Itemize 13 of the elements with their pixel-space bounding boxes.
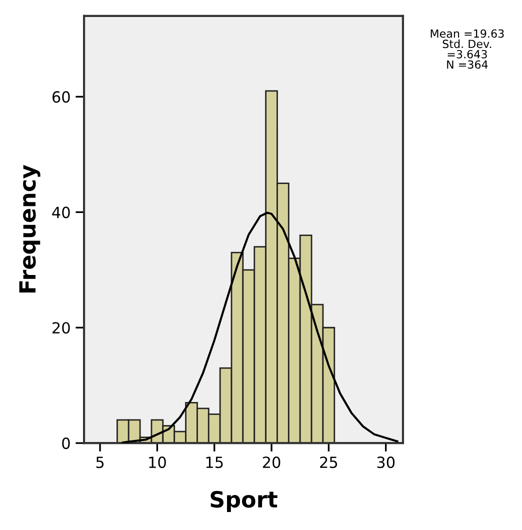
x-tick-label: 30: [377, 456, 395, 468]
x-tick-label: 20: [262, 456, 280, 468]
y-tick-label: 60: [52, 91, 70, 103]
x-tick-label: 25: [320, 456, 338, 468]
y-tick-label: 20: [52, 322, 70, 334]
y-tick-label: 40: [52, 206, 70, 218]
y-axis-title: Frequency: [19, 164, 40, 292]
x-axis-title: Sport: [210, 490, 278, 512]
x-tick-label: 5: [96, 456, 104, 468]
y-tick-label: 0: [62, 438, 70, 450]
text: Mean =19.63 Std. Dev. =3.643 N =364: [430, 29, 504, 69]
x-tick-label: 15: [206, 456, 223, 468]
x-tick-label: 10: [149, 456, 166, 468]
